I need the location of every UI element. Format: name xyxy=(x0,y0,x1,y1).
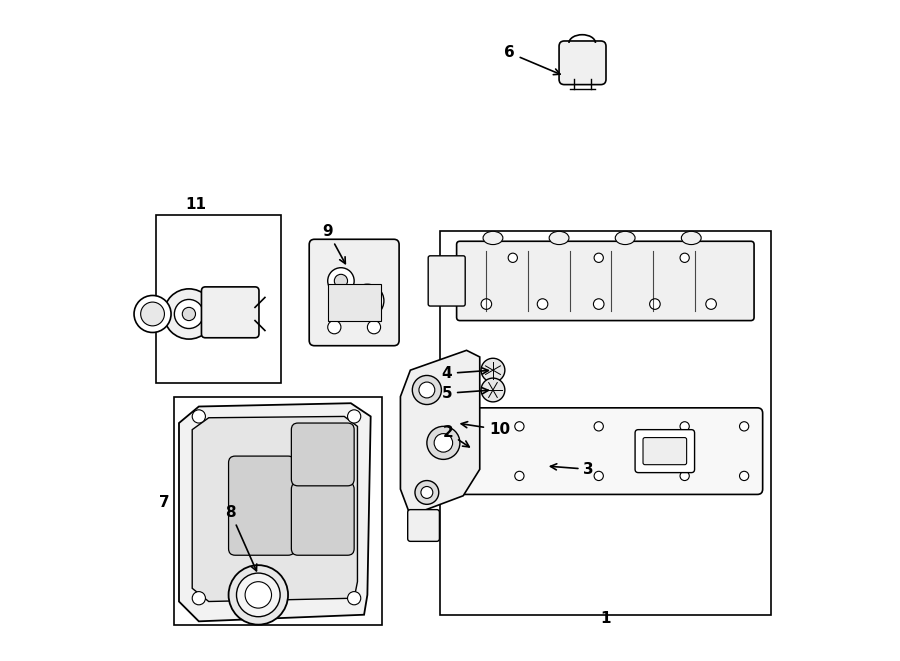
Text: 1: 1 xyxy=(600,611,610,625)
FancyBboxPatch shape xyxy=(229,456,294,555)
Text: 4: 4 xyxy=(441,366,489,381)
Ellipse shape xyxy=(483,231,503,245)
Bar xyxy=(328,284,381,321)
Circle shape xyxy=(237,573,280,617)
Circle shape xyxy=(415,481,439,504)
FancyBboxPatch shape xyxy=(202,287,259,338)
FancyBboxPatch shape xyxy=(448,408,762,494)
Polygon shape xyxy=(193,416,357,602)
Circle shape xyxy=(740,471,749,481)
Circle shape xyxy=(193,410,205,423)
Circle shape xyxy=(328,268,355,294)
Ellipse shape xyxy=(616,231,635,245)
FancyBboxPatch shape xyxy=(428,256,465,306)
FancyBboxPatch shape xyxy=(643,438,687,465)
Text: 3: 3 xyxy=(551,462,594,477)
Circle shape xyxy=(537,299,548,309)
Circle shape xyxy=(164,289,214,339)
Ellipse shape xyxy=(549,231,569,245)
Text: 2: 2 xyxy=(443,426,469,447)
Text: 8: 8 xyxy=(225,505,256,571)
Polygon shape xyxy=(179,403,371,621)
Polygon shape xyxy=(400,350,480,516)
Circle shape xyxy=(462,422,472,431)
Circle shape xyxy=(229,565,288,625)
Circle shape xyxy=(594,422,603,431)
Circle shape xyxy=(412,375,441,405)
Text: 5: 5 xyxy=(441,386,489,401)
Circle shape xyxy=(427,426,460,459)
Circle shape xyxy=(175,299,203,329)
Circle shape xyxy=(508,253,518,262)
Circle shape xyxy=(347,592,361,605)
Circle shape xyxy=(183,307,195,321)
Circle shape xyxy=(594,471,603,481)
Circle shape xyxy=(434,434,453,452)
Circle shape xyxy=(482,378,505,402)
Circle shape xyxy=(593,299,604,309)
Bar xyxy=(174,397,382,625)
Circle shape xyxy=(482,358,505,382)
Circle shape xyxy=(515,471,524,481)
FancyBboxPatch shape xyxy=(456,241,754,321)
Circle shape xyxy=(650,299,661,309)
Circle shape xyxy=(245,582,272,608)
FancyBboxPatch shape xyxy=(292,423,355,486)
Ellipse shape xyxy=(681,231,701,245)
Circle shape xyxy=(347,410,361,423)
Circle shape xyxy=(418,382,435,398)
Circle shape xyxy=(482,299,491,309)
Bar xyxy=(440,231,770,615)
Circle shape xyxy=(462,471,472,481)
FancyBboxPatch shape xyxy=(408,510,439,541)
Text: 9: 9 xyxy=(322,224,346,264)
Circle shape xyxy=(706,299,716,309)
Circle shape xyxy=(140,302,165,326)
Circle shape xyxy=(680,253,689,262)
Circle shape xyxy=(421,486,433,498)
FancyBboxPatch shape xyxy=(292,483,355,555)
Circle shape xyxy=(515,422,524,431)
Circle shape xyxy=(134,295,171,332)
Circle shape xyxy=(740,422,749,431)
Text: 11: 11 xyxy=(185,198,206,212)
Text: 6: 6 xyxy=(504,46,560,75)
FancyBboxPatch shape xyxy=(559,41,606,85)
Circle shape xyxy=(193,592,205,605)
Circle shape xyxy=(680,422,689,431)
FancyBboxPatch shape xyxy=(635,430,695,473)
Circle shape xyxy=(351,284,384,317)
Text: 7: 7 xyxy=(159,495,170,510)
Bar xyxy=(156,215,282,383)
FancyBboxPatch shape xyxy=(310,239,399,346)
Circle shape xyxy=(328,321,341,334)
Text: 10: 10 xyxy=(461,422,510,437)
Circle shape xyxy=(367,321,381,334)
Circle shape xyxy=(359,292,376,309)
Circle shape xyxy=(334,274,347,288)
Circle shape xyxy=(680,471,689,481)
Circle shape xyxy=(594,253,603,262)
